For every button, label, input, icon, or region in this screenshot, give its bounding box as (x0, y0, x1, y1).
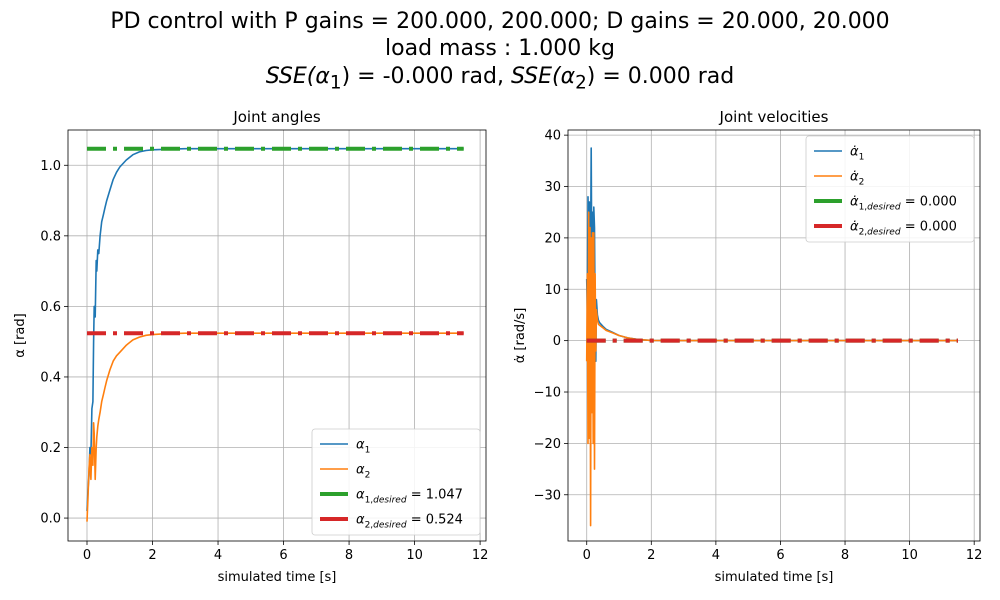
joint-angles-legend-label-1: α1 (356, 438, 370, 456)
joint-angles-legend-subscript: 1, (365, 496, 374, 506)
joint-angles-y-tick-label: 0.6 (40, 300, 61, 315)
joint-velocities-legend-subscript-desired: desired (867, 203, 901, 213)
joint-angles-x-tick-label: 12 (472, 548, 489, 563)
sse-alpha1-subscript: 1 (329, 72, 342, 94)
joint-angles-legend-label-2: α2 (356, 463, 370, 481)
joint-angles-y-tick-label: 0.4 (40, 370, 61, 385)
joint-velocities-x-tick-label: 0 (583, 548, 591, 563)
joint-velocities-y-tick-label: 0 (553, 334, 561, 349)
joint-angles-title: Joint angles (232, 108, 321, 126)
joint-velocities-series-2-line (585, 211, 958, 527)
joint-velocities-series-group (585, 147, 958, 527)
joint-velocities-legend-value: = 0.000 (901, 195, 957, 210)
joint-velocities-y-tick-label: 40 (544, 129, 561, 144)
joint-angles-x-tick-label: 8 (345, 548, 353, 563)
joint-angles-legend-symbol: α (356, 513, 365, 528)
joint-velocities-legend-value: = 0.000 (901, 220, 957, 235)
figure-title-line-2: load mass : 1.000 kg (385, 36, 615, 61)
joint-velocities-legend-symbol: α̇ (850, 195, 859, 210)
joint-angles-y-tick-label: 1.0 (40, 159, 61, 174)
joint-velocities-x-tick-label: 4 (712, 548, 720, 563)
joint-velocities-y-tick-label: −30 (534, 488, 561, 503)
joint-angles-x-tick-label: 6 (279, 548, 287, 563)
joint-velocities-legend-label-3: α̇1,desired = 0.000 (850, 195, 957, 213)
sse-alpha1-label: SSE(α (265, 64, 330, 89)
joint-angles-frame (67, 129, 487, 542)
joint-velocities-legend-subscript: 1 (859, 153, 865, 163)
figure-title-line-3: SSE(α1) = -0.000 rad, SSE(α2) = 0.000 ra… (0, 63, 1000, 97)
joint-velocities-legend-subscript-desired: desired (867, 228, 901, 238)
joint-angles-x-axis-label: simulated time [s] (218, 570, 337, 585)
sse-alpha2-subscript: 2 (575, 72, 587, 94)
joint-angles-legend-subscript-desired: desired (373, 496, 407, 506)
joint-angles-x-tick-label: 2 (148, 548, 156, 563)
joint-velocities-y-tick-label: −10 (534, 386, 561, 401)
joint-velocities-legend-box (805, 135, 975, 243)
joint-velocities-x-tick-label: 10 (901, 548, 918, 563)
joint-velocities-y-tick-label: 10 (544, 283, 561, 298)
joint-velocities-legend-symbol: α̇ (850, 170, 859, 185)
joint-angles-legend-value: = 1.047 (407, 488, 463, 503)
joint-angles-legend-symbol: α (356, 488, 365, 503)
sse-alpha2-value: ) = 0.000 rad (586, 64, 735, 89)
joint-velocities-legend-subscript: 2, (859, 228, 868, 238)
joint-angles-x-tick-label: 0 (83, 548, 91, 563)
joint-angles-legend-value: = 0.524 (407, 513, 463, 528)
joint-angles-y-tick-label: 0.2 (40, 441, 61, 456)
joint-velocities-x-tick-label: 12 (966, 548, 983, 563)
joint-velocities-legend-symbol: α̇ (850, 145, 859, 160)
joint-angles-legend-subscript: 1 (365, 446, 371, 456)
joint-velocities-legend-subscript: 1, (859, 203, 868, 213)
joint-velocities-x-tick-label: 8 (841, 548, 849, 563)
joint-velocities-y-axis-label: α̇ [rad/s] (513, 308, 528, 364)
joint-angles-legend-subscript: 2, (365, 521, 374, 531)
figure-title-line-1: PD control with P gains = 200.000, 200.0… (110, 9, 890, 34)
joint-velocities-legend-label-1: α̇1 (850, 145, 864, 163)
joint-angles-legend-box (311, 428, 481, 536)
joint-velocities-x-axis-label: simulated time [s] (715, 570, 834, 585)
joint-velocities-frame (567, 129, 981, 542)
joint-velocities-x-tick-label: 2 (647, 548, 655, 563)
joint-angles-legend-symbol: α (356, 438, 365, 453)
joint-velocities-legend-symbol: α̇ (850, 220, 859, 235)
joint-angles-y-tick-label: 0.0 (40, 512, 61, 527)
sse-alpha2-label: SSE(α (510, 64, 576, 89)
joint-angles-legend-label-4: α2,desired = 0.524 (356, 513, 463, 531)
joint-angles-y-axis-label: α [rad] (13, 313, 28, 357)
joint-angles-legend-label-3: α1,desired = 1.047 (356, 488, 463, 506)
joint-angles-legend-symbol: α (356, 463, 365, 478)
joint-velocities-x-tick-label: 6 (776, 548, 784, 563)
joint-velocities-legend-label-4: α̇2,desired = 0.000 (850, 220, 957, 238)
joint-angles-x-tick-label: 4 (214, 548, 222, 563)
joint-angles-series-group (86, 146, 464, 522)
joint-velocities-y-tick-label: 20 (544, 231, 561, 246)
joint-velocities-y-tick-label: 30 (544, 180, 561, 195)
joint-velocities-legend-subscript: 2 (859, 178, 865, 188)
joint-velocities-legend-label-2: α̇2 (850, 170, 864, 188)
joint-velocities-title: Joint velocities (719, 108, 829, 126)
joint-angles-y-tick-label: 0.8 (40, 229, 61, 244)
joint-velocities-y-tick-label: −20 (534, 437, 561, 452)
joint-angles-x-tick-label: 10 (406, 548, 423, 563)
sse-alpha1-value: ) = -0.000 rad, (341, 64, 511, 89)
joint-angles-legend-subscript-desired: desired (373, 521, 407, 531)
joint-angles-legend-subscript: 2 (365, 471, 371, 481)
